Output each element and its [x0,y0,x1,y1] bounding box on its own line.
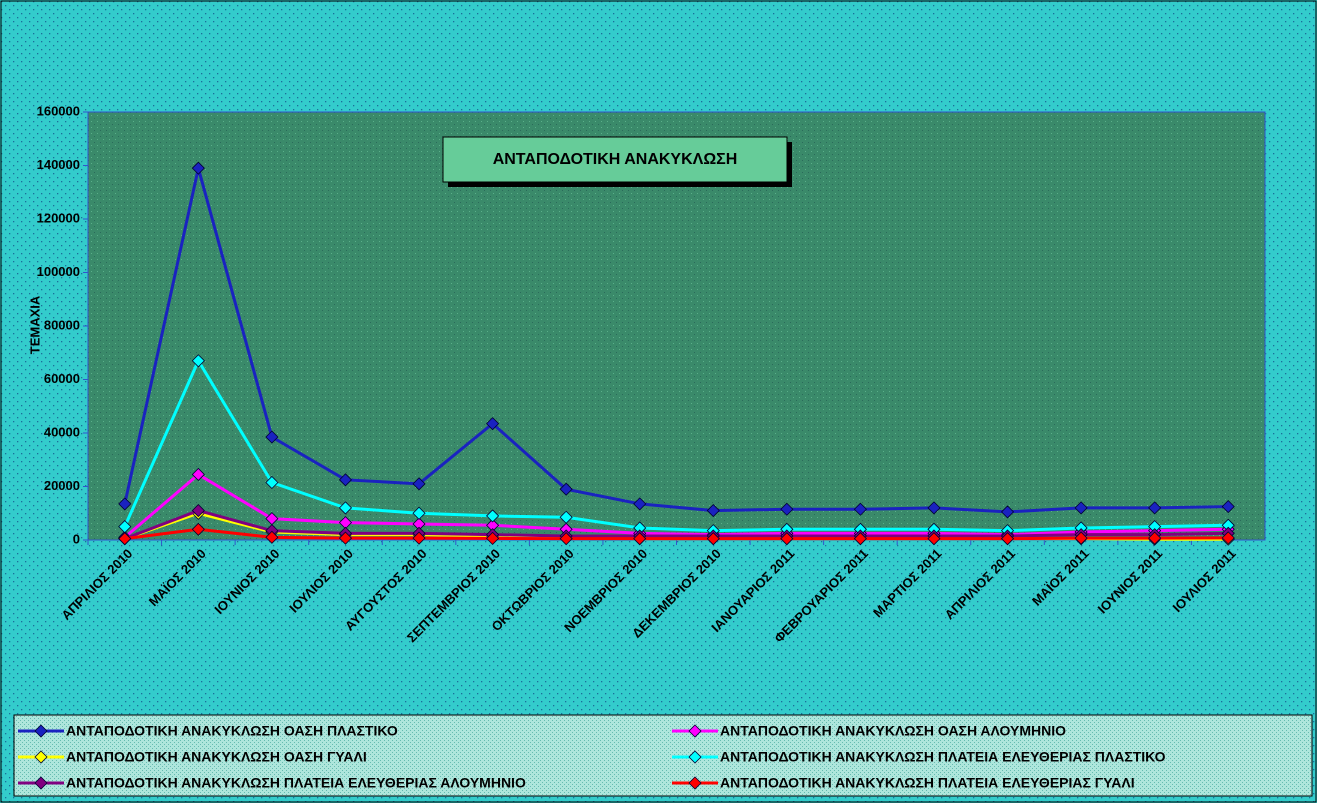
data-point [1221,499,1235,514]
data-point [780,502,794,516]
title-box [442,136,788,183]
data-point [338,531,353,545]
legend-marker [34,724,48,738]
data-point [265,430,279,444]
legend-label: ΑΝΤΑΠΟΔΟΤΙΚΗ ΑΝΑΚΥΚΛΩΣΗ ΠΛΑΤΕΙΑ ΕΛΕΥΘΕΡΙ… [720,775,1135,791]
y-tick-label: 140000 [37,157,80,172]
y-tick-label: 40000 [44,424,80,439]
series-line [124,527,1229,541]
legend-label: ΑΝΤΑΠΟΔΟΤΙΚΗ ΑΝΑΚΥΚΛΩΣΗ ΟΑΣΗ ΓΥΑΛΙ [66,749,367,765]
data-point [412,531,426,545]
series-line [124,508,1229,541]
data-point [486,531,500,545]
y-tick-label: 80000 [44,317,80,332]
data-point [853,502,867,516]
data-point [927,501,941,515]
data-point [1000,532,1015,546]
data-point [191,354,205,368]
data-point [1148,501,1162,515]
data-point [191,467,205,482]
data-point [338,501,353,515]
legend-box [13,714,1313,797]
data-point [633,497,647,511]
data-point [1221,531,1235,545]
legend-marker [34,750,48,764]
data-point [1074,501,1088,515]
data-point [486,509,500,523]
data-point [265,530,279,544]
y-tick-label: 20000 [44,478,80,493]
series-line [123,472,1229,539]
data-point [706,532,720,546]
data-point [853,532,867,546]
legend-marker [688,724,702,738]
y-axis-label: ΤΕΜΑΧΙΑ [27,295,42,354]
data-point [559,532,573,546]
data-point [486,417,500,431]
data-point [633,532,647,546]
data-point [191,522,205,536]
data-point [412,506,426,520]
legend-marker [34,776,48,790]
y-tick-label: 160000 [37,103,80,118]
y-tick-label: 60000 [44,371,80,386]
data-point [1000,505,1015,519]
series-line [123,357,1229,533]
data-point [191,504,205,518]
data-point [706,504,720,518]
y-tick-label: 0 [73,531,80,546]
data-point [559,482,573,496]
legend-label: ΑΝΤΑΠΟΔΟΤΙΚΗ ΑΝΑΚΥΚΛΩΣΗ ΠΛΑΤΕΙΑ ΕΛΕΥΘΕΡΙ… [66,775,526,791]
legend-marker [688,776,702,790]
data-point [118,532,132,546]
legend-label: ΑΝΤΑΠΟΔΟΤΙΚΗ ΑΝΑΚΥΚΛΩΣΗ ΟΑΣΗ ΠΛΑΣΤΙΚΟ [66,723,398,739]
legend-marker [688,750,702,764]
chart-title: ΑΝΤΑΠΟΔΟΤΙΚΗ ΑΝΑΚΥΚΛΩΣΗ [493,151,738,168]
data-point [191,161,205,175]
data-point [1074,531,1088,545]
series [118,522,1235,546]
legend-label: ΑΝΤΑΠΟΔΟΤΙΚΗ ΑΝΑΚΥΚΛΩΣΗ ΠΛΑΤΕΙΑ ΕΛΕΥΘΕΡΙ… [720,749,1166,765]
data-point [559,510,573,524]
legend-label: ΑΝΤΑΠΟΔΟΤΙΚΗ ΑΝΑΚΥΚΛΩΣΗ ΟΑΣΗ ΑΛΟΥΜΗΝΙΟ [720,723,1066,739]
data-point [927,532,941,546]
data-point [118,497,132,511]
y-tick-label: 100000 [37,264,80,279]
data-point [338,473,353,487]
data-point [1148,531,1162,545]
series-line [123,167,1229,514]
series [118,161,1235,519]
data-point [780,532,794,546]
y-tick-label: 120000 [37,210,80,225]
data-point [412,477,426,491]
data-point [265,475,279,490]
